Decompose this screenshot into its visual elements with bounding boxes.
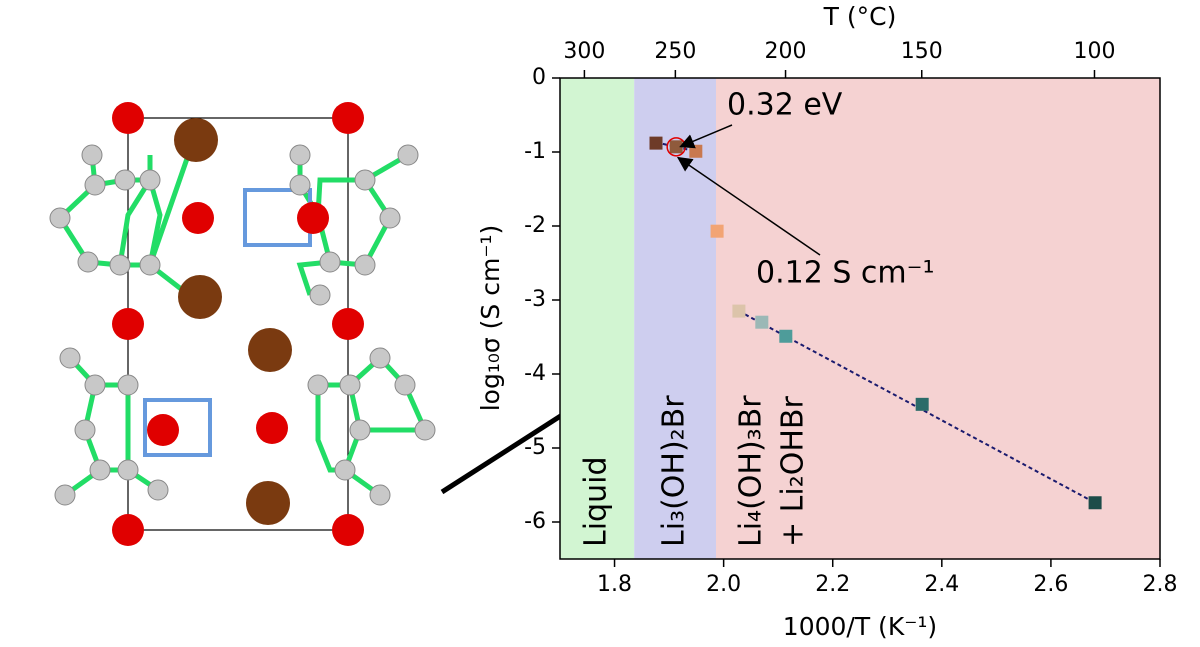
region-label: Li₃(OH)₂Br <box>657 395 692 547</box>
data-point <box>710 224 724 238</box>
region-label: + Li₂OHBr <box>776 395 811 547</box>
top-tick-label: 300 <box>563 39 605 64</box>
fit-line <box>738 310 1096 504</box>
top-tick-label: 150 <box>901 39 943 64</box>
y-tick-label: -5 <box>524 435 546 460</box>
x-tick-label: 2.2 <box>815 572 850 597</box>
region-label: Liquid <box>579 457 614 547</box>
x-tick-label: 2.0 <box>706 572 741 597</box>
top-axis-title: T (°C) <box>823 2 897 31</box>
octahedra <box>143 188 312 457</box>
crystal-structure <box>49 102 436 546</box>
data-point <box>732 304 746 318</box>
y-tick-label: 0 <box>532 65 546 90</box>
y-tick-label: -1 <box>524 139 546 164</box>
x-axis-title: 1000/T (K⁻¹) <box>783 612 937 641</box>
data-point <box>915 397 929 411</box>
top-tick-label: 250 <box>654 39 696 64</box>
data-point <box>755 315 769 329</box>
data-point <box>779 329 793 343</box>
plot-frame <box>559 77 1161 560</box>
y-tick-label: -3 <box>524 287 546 312</box>
phase-region <box>716 78 1160 559</box>
top-tick-label: 200 <box>765 39 807 64</box>
data-point <box>1088 496 1102 510</box>
annotation-arrow <box>676 156 821 256</box>
y-tick-label: -4 <box>524 361 546 386</box>
x-tick-label: 1.8 <box>597 572 632 597</box>
y-tick-label: -6 <box>524 509 546 534</box>
x-tick-label: 2.4 <box>924 572 959 597</box>
phase-region <box>560 78 635 559</box>
annotation: 0.12 S cm⁻¹ <box>756 256 935 291</box>
x-tick-label: 2.6 <box>1033 572 1068 597</box>
data-point <box>649 136 663 150</box>
y-tick-label: -2 <box>524 213 546 238</box>
oxygen-atoms <box>112 102 364 546</box>
phase-region <box>634 78 716 559</box>
data-point <box>689 144 703 158</box>
bromine-atoms <box>174 118 292 525</box>
plot: Liquid Li₃(OH)₂Br Li₄(OH)₃Br + Li₂OHBr 1.8 2.… <box>524 39 1177 597</box>
gray-atoms <box>49 144 436 506</box>
annotation: 0.32 eV <box>727 88 843 123</box>
top-tick-label: 100 <box>1073 39 1115 64</box>
annotation-arrow <box>679 124 733 149</box>
y-axis-title: log₁₀σ (S cm⁻¹) <box>476 225 505 412</box>
unit-cell <box>127 117 349 531</box>
x-tick-label: 2.8 <box>1143 572 1178 597</box>
region-label: Li₄(OH)₃Br <box>734 395 769 547</box>
